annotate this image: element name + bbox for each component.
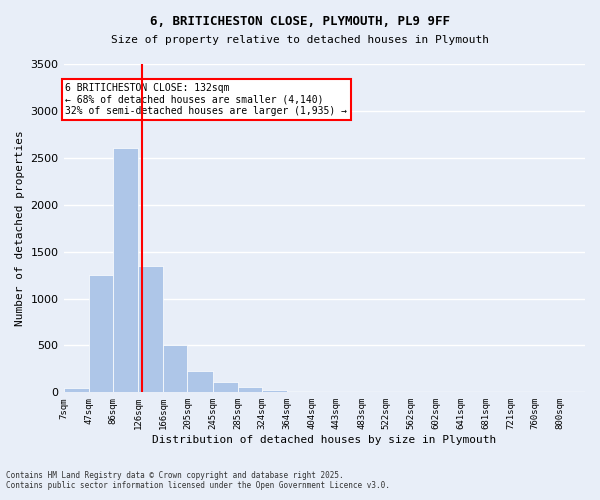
Bar (212, 382, 238, 392)
Bar (187, 371, 212, 392)
Bar (262, 390, 287, 392)
Bar (238, 387, 262, 392)
Text: Contains HM Land Registry data © Crown copyright and database right 2025.
Contai: Contains HM Land Registry data © Crown c… (6, 470, 390, 490)
Text: 6, BRITICHESTON CLOSE, PLYMOUTH, PL9 9FF: 6, BRITICHESTON CLOSE, PLYMOUTH, PL9 9FF (150, 15, 450, 28)
Bar (64, 388, 89, 392)
Y-axis label: Number of detached properties: Number of detached properties (15, 130, 25, 326)
Bar (138, 266, 163, 392)
Text: Size of property relative to detached houses in Plymouth: Size of property relative to detached ho… (111, 35, 489, 45)
Bar (287, 391, 312, 392)
Bar (113, 148, 138, 392)
Bar (89, 275, 113, 392)
Text: 6 BRITICHESTON CLOSE: 132sqm
← 68% of detached houses are smaller (4,140)
32% of: 6 BRITICHESTON CLOSE: 132sqm ← 68% of de… (65, 83, 347, 116)
X-axis label: Distribution of detached houses by size in Plymouth: Distribution of detached houses by size … (152, 435, 496, 445)
Bar (163, 346, 187, 393)
